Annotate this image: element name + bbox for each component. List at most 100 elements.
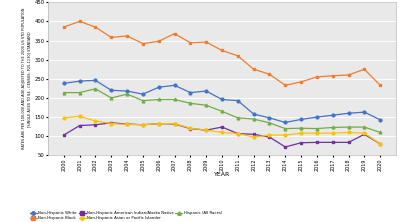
Non-Hispanic American Indian/Alaska Native xyxy=(299,141,304,144)
Non-Hispanic Black xyxy=(93,26,98,28)
Non-Hispanic White xyxy=(251,113,256,115)
Non-Hispanic Black xyxy=(156,40,161,43)
Hispanic (All Races) xyxy=(283,127,288,130)
Non-Hispanic Black xyxy=(220,49,224,52)
Non-Hispanic Black xyxy=(283,84,288,87)
Hispanic (All Races) xyxy=(140,99,145,102)
Non-Hispanic Asian or Pacific Islander xyxy=(188,127,193,130)
Hispanic (All Races) xyxy=(93,87,98,90)
Hispanic (All Races) xyxy=(77,91,82,94)
Non-Hispanic Asian or Pacific Islander xyxy=(299,132,304,135)
Non-Hispanic White xyxy=(204,90,208,92)
Non-Hispanic American Indian/Alaska Native xyxy=(93,123,98,126)
Non-Hispanic Black xyxy=(62,26,66,28)
Non-Hispanic Black xyxy=(140,42,145,45)
Non-Hispanic American Indian/Alaska Native xyxy=(283,146,288,148)
Hispanic (All Races) xyxy=(125,93,130,95)
Non-Hispanic Asian or Pacific Islander xyxy=(109,122,114,125)
Non-Hispanic Asian or Pacific Islander xyxy=(93,120,98,122)
Hispanic (All Races) xyxy=(236,117,240,119)
Non-Hispanic White xyxy=(299,118,304,121)
Hispanic (All Races) xyxy=(330,126,335,129)
Non-Hispanic American Indian/Alaska Native xyxy=(314,141,319,144)
Non-Hispanic American Indian/Alaska Native xyxy=(140,123,145,126)
Non-Hispanic White xyxy=(77,80,82,82)
Non-Hispanic White xyxy=(362,111,367,113)
Hispanic (All Races) xyxy=(346,126,351,128)
Hispanic (All Races) xyxy=(156,98,161,101)
Non-Hispanic American Indian/Alaska Native xyxy=(346,141,351,144)
Line: Non-Hispanic Asian or Pacific Islander: Non-Hispanic Asian or Pacific Islander xyxy=(62,115,382,145)
Non-Hispanic Asian or Pacific Islander xyxy=(346,131,351,134)
Line: Non-Hispanic White: Non-Hispanic White xyxy=(62,79,382,124)
Non-Hispanic Asian or Pacific Islander xyxy=(362,132,367,135)
Hispanic (All Races) xyxy=(299,127,304,130)
Hispanic (All Races) xyxy=(220,110,224,113)
Non-Hispanic Asian or Pacific Islander xyxy=(140,123,145,126)
Non-Hispanic White xyxy=(267,117,272,119)
Line: Hispanic (All Races): Hispanic (All Races) xyxy=(62,87,382,134)
X-axis label: YEAR: YEAR xyxy=(214,172,230,177)
Hispanic (All Races) xyxy=(362,126,367,128)
Y-axis label: RATES ARE PER 100,000 AND AGE-ADJUSTED TO THE 2000 US STD POPULATION
[SINGLE AGE: RATES ARE PER 100,000 AND AGE-ADJUSTED T… xyxy=(22,8,32,149)
Non-Hispanic Black xyxy=(267,73,272,75)
Hispanic (All Races) xyxy=(188,102,193,105)
Hispanic (All Races) xyxy=(204,104,208,107)
Non-Hispanic American Indian/Alaska Native xyxy=(188,127,193,130)
Non-Hispanic Black xyxy=(346,74,351,76)
Non-Hispanic American Indian/Alaska Native xyxy=(220,126,224,128)
Non-Hispanic American Indian/Alaska Native xyxy=(62,134,66,137)
Non-Hispanic American Indian/Alaska Native xyxy=(236,132,240,135)
Non-Hispanic Black xyxy=(378,84,382,87)
Non-Hispanic Asian or Pacific Islander xyxy=(204,129,208,131)
Non-Hispanic White xyxy=(109,89,114,92)
Non-Hispanic White xyxy=(346,112,351,115)
Non-Hispanic White xyxy=(283,121,288,124)
Non-Hispanic White xyxy=(62,82,66,85)
Non-Hispanic White xyxy=(236,99,240,102)
Non-Hispanic White xyxy=(330,114,335,117)
Non-Hispanic Black xyxy=(362,68,367,71)
Non-Hispanic White xyxy=(156,86,161,89)
Non-Hispanic Asian or Pacific Islander xyxy=(77,115,82,118)
Non-Hispanic American Indian/Alaska Native xyxy=(77,124,82,127)
Non-Hispanic Asian or Pacific Islander xyxy=(62,117,66,119)
Non-Hispanic Asian or Pacific Islander xyxy=(236,132,240,135)
Non-Hispanic White xyxy=(188,91,193,94)
Non-Hispanic Asian or Pacific Islander xyxy=(267,134,272,137)
Non-Hispanic Black xyxy=(125,35,130,37)
Hispanic (All Races) xyxy=(251,118,256,120)
Non-Hispanic American Indian/Alaska Native xyxy=(267,136,272,138)
Non-Hispanic Asian or Pacific Islander xyxy=(378,143,382,145)
Non-Hispanic White xyxy=(314,116,319,119)
Non-Hispanic American Indian/Alaska Native xyxy=(330,141,335,144)
Non-Hispanic Asian or Pacific Islander xyxy=(172,122,177,125)
Non-Hispanic Asian or Pacific Islander xyxy=(330,132,335,135)
Non-Hispanic Black xyxy=(251,68,256,71)
Non-Hispanic White xyxy=(125,90,130,92)
Non-Hispanic Black xyxy=(236,55,240,57)
Line: Non-Hispanic American Indian/Alaska Native: Non-Hispanic American Indian/Alaska Nati… xyxy=(62,121,382,148)
Hispanic (All Races) xyxy=(378,131,382,134)
Non-Hispanic Black xyxy=(188,42,193,44)
Non-Hispanic White xyxy=(140,93,145,95)
Non-Hispanic Black xyxy=(299,81,304,83)
Non-Hispanic Black xyxy=(172,32,177,35)
Non-Hispanic Asian or Pacific Islander xyxy=(125,123,130,126)
Non-Hispanic Black xyxy=(77,20,82,23)
Non-Hispanic Black xyxy=(314,75,319,78)
Hispanic (All Races) xyxy=(62,91,66,94)
Non-Hispanic American Indian/Alaska Native xyxy=(109,121,114,124)
Hispanic (All Races) xyxy=(314,127,319,130)
Non-Hispanic American Indian/Alaska Native xyxy=(125,123,130,125)
Non-Hispanic White xyxy=(378,119,382,121)
Hispanic (All Races) xyxy=(109,97,114,99)
Non-Hispanic White xyxy=(172,84,177,87)
Non-Hispanic Asian or Pacific Islander xyxy=(283,134,288,137)
Non-Hispanic Black xyxy=(330,74,335,77)
Non-Hispanic American Indian/Alaska Native xyxy=(204,129,208,131)
Non-Hispanic White xyxy=(93,79,98,82)
Non-Hispanic Asian or Pacific Islander xyxy=(220,131,224,134)
Non-Hispanic Black xyxy=(109,36,114,39)
Non-Hispanic White xyxy=(220,98,224,101)
